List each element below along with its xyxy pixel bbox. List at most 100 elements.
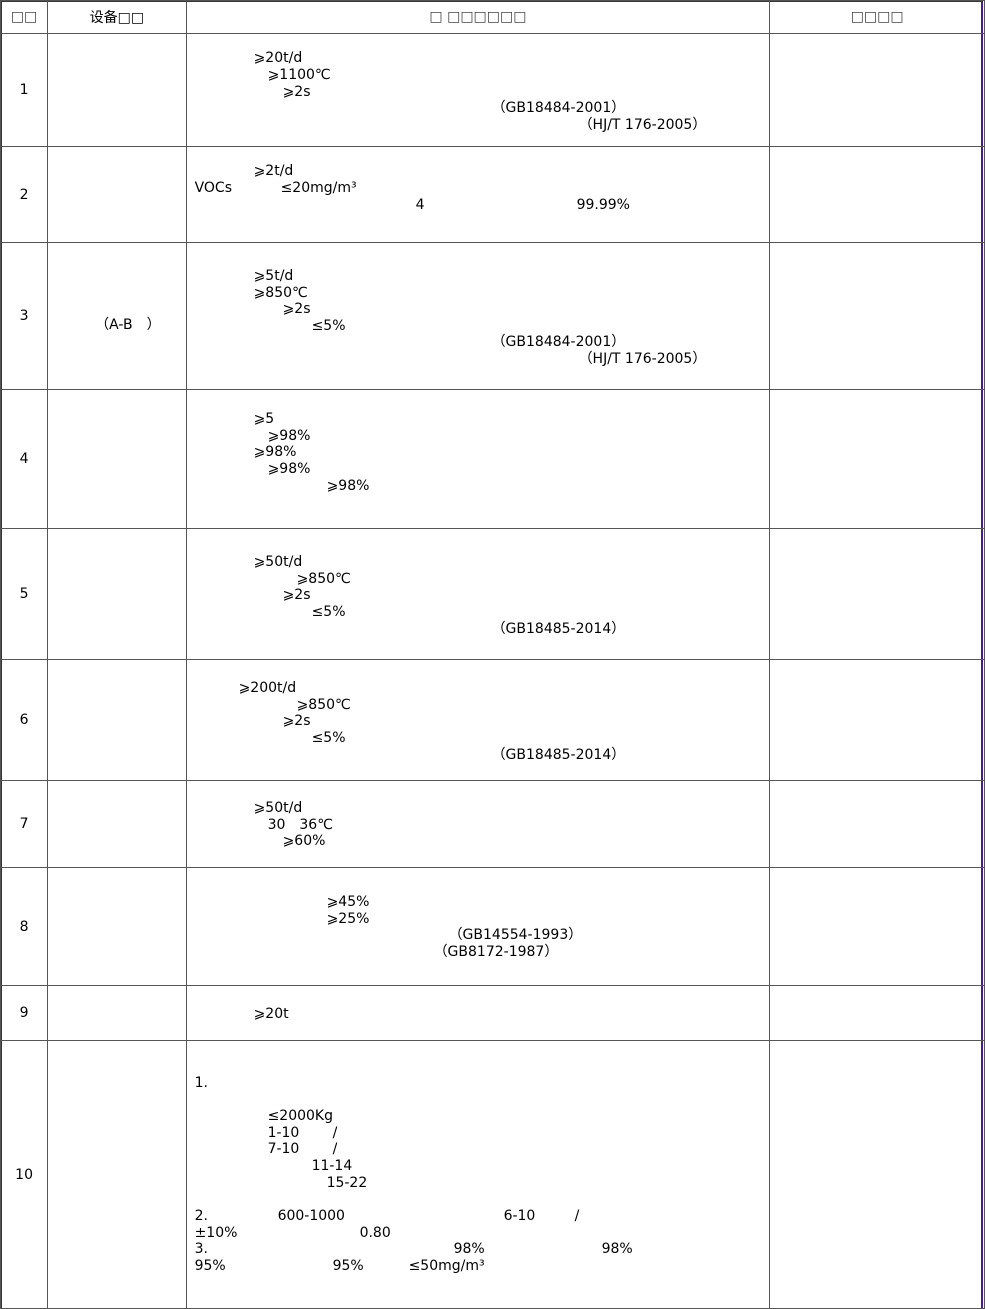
spec-line: ⩾850℃ bbox=[296, 697, 351, 713]
spec-line: 0.80 bbox=[359, 1225, 391, 1241]
requirement-cell: ⩾2t/d VOCs ≤20mg/m³ 4 99.99% bbox=[185, 146, 771, 243]
spec-line: ⩾98% bbox=[267, 461, 311, 477]
table-row: 1 ⩾20t/d ⩾1100℃ ⩾2s （GB18484-2001） （HJ/T… bbox=[0, 33, 985, 147]
spec-line: 98% bbox=[601, 1241, 633, 1257]
row-number: 2 bbox=[0, 146, 49, 243]
spec-line: ⩾98% bbox=[326, 478, 370, 494]
device-cell bbox=[47, 867, 187, 986]
table-row: 8 ⩾45% ⩾25% （GB14554-1993） （GB8172-1987） bbox=[0, 867, 985, 986]
spec-line: ≤5% bbox=[311, 604, 346, 620]
spec-line: （GB18484-2001） bbox=[491, 334, 626, 350]
spec-line: 7-10 bbox=[267, 1141, 300, 1157]
spec-line: ≤5% bbox=[311, 318, 346, 334]
device-cell: （A-B ） bbox=[47, 242, 187, 390]
table-row: 5 ⩾50t/d ⩾850℃ ⩾2s ≤5% （GB18485-2014） bbox=[0, 528, 985, 660]
spec-line: 95% bbox=[332, 1258, 364, 1274]
spec-line: ⩾98% bbox=[253, 444, 297, 460]
spec-line: ⩾2s bbox=[282, 587, 311, 603]
spec-line: ⩾50t/d bbox=[253, 800, 303, 816]
row-number: 3 bbox=[0, 242, 49, 390]
remark-cell bbox=[769, 1040, 985, 1309]
spec-line: ⩾2s bbox=[282, 713, 311, 729]
requirement-cell: ⩾50t/d 30 36℃ ⩾60% bbox=[185, 780, 771, 868]
row-number: 5 bbox=[0, 528, 49, 660]
table-row: 3 （A-B ） ⩾5t/d ⩾850℃ ⩾2s ≤5% （GB18484-20… bbox=[0, 242, 985, 390]
remark-cell bbox=[769, 389, 985, 529]
row-number: 8 bbox=[0, 867, 49, 986]
requirement-cell: ⩾200t/d ⩾850℃ ⩾2s ≤5% （GB18485-2014） bbox=[185, 659, 771, 781]
spec-line: 600-1000 bbox=[277, 1208, 345, 1224]
spec-line: ⩾200t/d bbox=[238, 680, 297, 696]
spec-line: （GB18485-2014） bbox=[491, 621, 626, 637]
spec-line: 11-14 bbox=[311, 1158, 353, 1174]
spec-line: ⩾5 bbox=[253, 411, 275, 427]
spec-line: 99.99% bbox=[576, 197, 630, 213]
spec-line: ≤5% bbox=[311, 730, 346, 746]
header-device: 设备□□ bbox=[47, 0, 187, 34]
spec-line: ⩾20t bbox=[253, 1006, 289, 1022]
spec-line: ⩾2s bbox=[282, 301, 311, 317]
spec-line: ⩾2t/d bbox=[253, 163, 294, 179]
spec-line: ≤2000Kg bbox=[267, 1108, 333, 1124]
spec-line: 30 36℃ bbox=[267, 817, 333, 833]
spec-line: ⩾850℃ bbox=[296, 571, 351, 587]
row-number: 10 bbox=[0, 1040, 49, 1309]
spec-line: 6-10 bbox=[503, 1208, 536, 1224]
spec-line: 98% bbox=[453, 1241, 485, 1257]
spec-line: ⩾98% bbox=[267, 428, 311, 444]
requirement-cell: ⩾45% ⩾25% （GB14554-1993） （GB8172-1987） bbox=[185, 867, 771, 986]
remark-cell bbox=[769, 146, 985, 243]
header-remark: □□□□ bbox=[769, 0, 985, 34]
spec-line: （GB8172-1987） bbox=[433, 944, 559, 960]
table-row: 10 1. ≤2000Kg 1-10 / 7-10 / 11-14 15-22 … bbox=[0, 1040, 985, 1309]
spec-line: ⩾850℃ bbox=[253, 285, 308, 301]
device-cell bbox=[47, 528, 187, 660]
spec-line: 95% bbox=[194, 1258, 226, 1274]
table-row: 4 ⩾5 ⩾98% ⩾98% ⩾98% ⩾98% bbox=[0, 389, 985, 529]
spec-line: （GB18485-2014） bbox=[491, 747, 626, 763]
spec-line: ⩾25% bbox=[326, 911, 370, 927]
requirement-cell: ⩾5 ⩾98% ⩾98% ⩾98% ⩾98% bbox=[185, 389, 771, 529]
spec-line: / bbox=[332, 1125, 338, 1141]
remark-cell bbox=[769, 528, 985, 660]
spec-line: ≤50mg/m³ bbox=[408, 1258, 485, 1274]
row-number: 4 bbox=[0, 389, 49, 529]
spec-line: （GB18484-2001） bbox=[491, 100, 626, 116]
table-row: 9 ⩾20t bbox=[0, 985, 985, 1041]
spec-line: ⩾60% bbox=[282, 833, 326, 849]
remark-cell bbox=[769, 33, 985, 147]
header-row: □□ 设备□□ □ □□□□□□ □□□□ bbox=[0, 0, 985, 34]
spec-line: / bbox=[574, 1208, 580, 1224]
requirement-cell: ⩾20t bbox=[185, 985, 771, 1041]
spec-line: （GB14554-1993） bbox=[448, 927, 583, 943]
spec-line: 1-10 bbox=[267, 1125, 300, 1141]
row-number: 6 bbox=[0, 659, 49, 781]
requirement-cell: 1. ≤2000Kg 1-10 / 7-10 / 11-14 15-22 2. … bbox=[185, 1040, 771, 1309]
spec-line: ⩾20t/d bbox=[253, 50, 303, 66]
remark-cell bbox=[769, 780, 985, 868]
spec-line: ⩾50t/d bbox=[253, 554, 303, 570]
device-cell bbox=[47, 33, 187, 147]
device-cell bbox=[47, 780, 187, 868]
spec-line: / bbox=[332, 1141, 338, 1157]
spec-line: 15-22 bbox=[326, 1175, 368, 1191]
spec-line: 4 bbox=[415, 197, 425, 213]
spec-line: 1. bbox=[194, 1075, 208, 1091]
device-cell bbox=[47, 389, 187, 529]
row-number: 7 bbox=[0, 780, 49, 868]
device-cell bbox=[47, 985, 187, 1041]
table-row: 7 ⩾50t/d 30 36℃ ⩾60% bbox=[0, 780, 985, 868]
spec-line: ±10% bbox=[194, 1225, 238, 1241]
row-number: 1 bbox=[0, 33, 49, 147]
requirement-cell: ⩾20t/d ⩾1100℃ ⩾2s （GB18484-2001） （HJ/T 1… bbox=[185, 33, 771, 147]
device-label: （A-B ） bbox=[95, 317, 161, 333]
row-number: 9 bbox=[0, 985, 49, 1041]
spec-line: （HJ/T 176-2005） bbox=[578, 351, 707, 367]
table-row: 6 ⩾200t/d ⩾850℃ ⩾2s ≤5% （GB18485-2014） bbox=[0, 659, 985, 781]
spec-line: ≤20mg/m³ bbox=[280, 180, 357, 196]
header-no: □□ bbox=[0, 0, 49, 34]
device-cell bbox=[47, 146, 187, 243]
remark-cell bbox=[769, 242, 985, 390]
spec-line: 2. bbox=[194, 1208, 208, 1224]
